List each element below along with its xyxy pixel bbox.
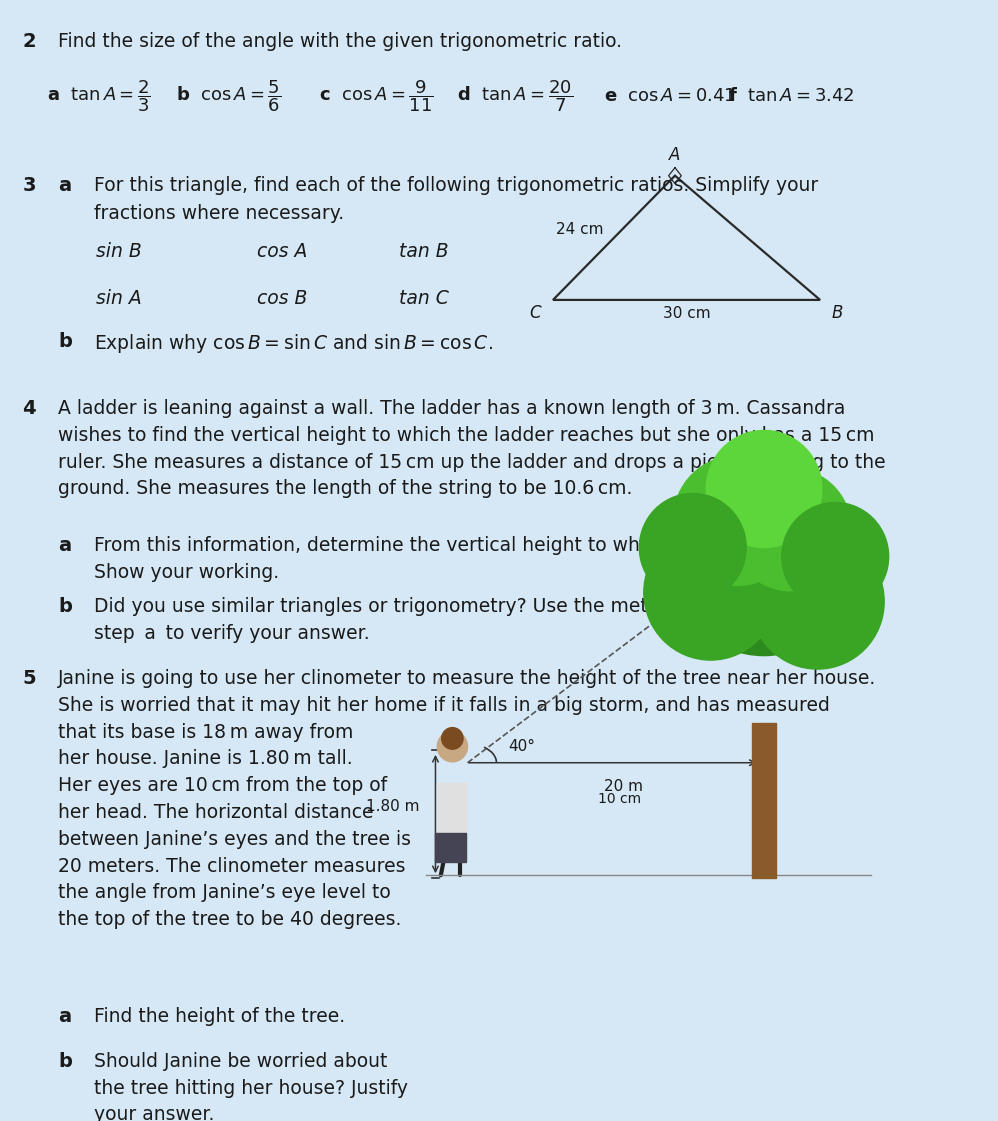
Text: C: C <box>530 304 542 322</box>
Text: 1.80 m: 1.80 m <box>366 799 419 814</box>
Text: 20 m: 20 m <box>604 779 644 794</box>
Text: $\mathbf{a}$  $\tan A = \dfrac{2}{3}$: $\mathbf{a}$ $\tan A = \dfrac{2}{3}$ <box>47 78 151 114</box>
Text: tan B: tan B <box>399 242 448 261</box>
Text: 40°: 40° <box>508 739 536 753</box>
Bar <box>435 833 466 862</box>
Text: From this information, determine the vertical height to which the ladder reaches: From this information, determine the ver… <box>94 536 855 582</box>
Text: a: a <box>58 176 71 195</box>
Text: 24 cm: 24 cm <box>556 222 604 238</box>
Circle shape <box>640 493 747 602</box>
Text: $\mathbf{b}$  $\cos A = \dfrac{5}{6}$: $\mathbf{b}$ $\cos A = \dfrac{5}{6}$ <box>177 78 281 114</box>
Circle shape <box>674 456 801 585</box>
Circle shape <box>671 466 857 656</box>
Bar <box>751 723 776 878</box>
Text: 30 cm: 30 cm <box>663 306 711 321</box>
Circle shape <box>707 430 822 547</box>
Text: A ladder is leaning against a wall. The ladder has a known length of 3 m. Cassan: A ladder is leaning against a wall. The … <box>58 399 885 499</box>
Text: 10 cm: 10 cm <box>598 793 641 806</box>
Text: b: b <box>58 1051 72 1071</box>
Text: fractions where necessary.: fractions where necessary. <box>94 204 343 223</box>
Text: 2: 2 <box>22 31 36 50</box>
Circle shape <box>442 728 463 749</box>
Text: sin B: sin B <box>96 242 142 261</box>
Text: b: b <box>58 597 72 617</box>
Text: $\mathbf{f}$  $\tan A = 3.42$: $\mathbf{f}$ $\tan A = 3.42$ <box>729 87 855 105</box>
Circle shape <box>731 469 851 591</box>
Text: b: b <box>58 332 72 351</box>
Circle shape <box>781 502 888 611</box>
Text: cos A: cos A <box>256 242 307 261</box>
Text: a: a <box>58 536 71 555</box>
Text: A: A <box>670 146 681 164</box>
Text: tan C: tan C <box>399 289 449 308</box>
Circle shape <box>644 525 777 660</box>
Text: Should Janine be worried about
the tree hitting her house? Justify
your answer.: Should Janine be worried about the tree … <box>94 1051 407 1121</box>
Text: sin A: sin A <box>96 289 142 308</box>
Text: Did you use similar triangles or trigonometry? Use the method you didn’t use in
: Did you use similar triangles or trigono… <box>94 597 845 642</box>
Text: 4: 4 <box>22 399 36 418</box>
Text: $\mathbf{c}$  $\cos A = \dfrac{9}{11}$: $\mathbf{c}$ $\cos A = \dfrac{9}{11}$ <box>318 78 433 114</box>
Text: 3: 3 <box>22 176 36 195</box>
Text: a: a <box>58 1007 71 1026</box>
Text: Find the height of the tree.: Find the height of the tree. <box>94 1007 344 1026</box>
Text: $\mathbf{d}$  $\tan A = \dfrac{20}{7}$: $\mathbf{d}$ $\tan A = \dfrac{20}{7}$ <box>457 78 573 114</box>
Text: B: B <box>831 304 843 322</box>
Circle shape <box>437 731 467 762</box>
Text: Janine is going to use her clinometer to measure the height of the tree near her: Janine is going to use her clinometer to… <box>58 669 876 929</box>
Circle shape <box>750 534 884 669</box>
Bar <box>437 782 466 835</box>
Text: Find the size of the angle with the given trigonometric ratio.: Find the size of the angle with the give… <box>58 31 622 50</box>
Text: 5: 5 <box>22 669 36 688</box>
Text: Explain why $\cos B = \sin C$ and $\sin B = \cos C$.: Explain why $\cos B = \sin C$ and $\sin … <box>94 332 492 355</box>
Text: For this triangle, find each of the following trigonometric ratios. Simplify you: For this triangle, find each of the foll… <box>94 176 817 195</box>
Text: $\mathbf{e}$  $\cos A = 0.41$: $\mathbf{e}$ $\cos A = 0.41$ <box>604 87 736 105</box>
Text: cos B: cos B <box>256 289 307 308</box>
